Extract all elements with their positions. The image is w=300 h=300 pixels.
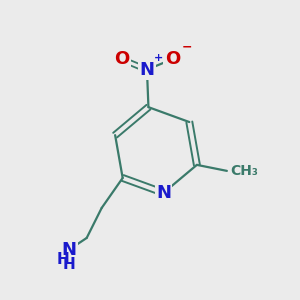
Text: N: N (61, 241, 76, 259)
Text: O: O (165, 50, 180, 68)
Text: H: H (62, 256, 75, 272)
Text: −: − (182, 40, 192, 53)
Text: N: N (156, 184, 171, 202)
Text: +: + (154, 53, 163, 63)
Text: O: O (114, 50, 129, 68)
Text: CH₃: CH₃ (230, 164, 258, 178)
Text: H: H (57, 252, 70, 267)
Text: N: N (140, 61, 154, 79)
